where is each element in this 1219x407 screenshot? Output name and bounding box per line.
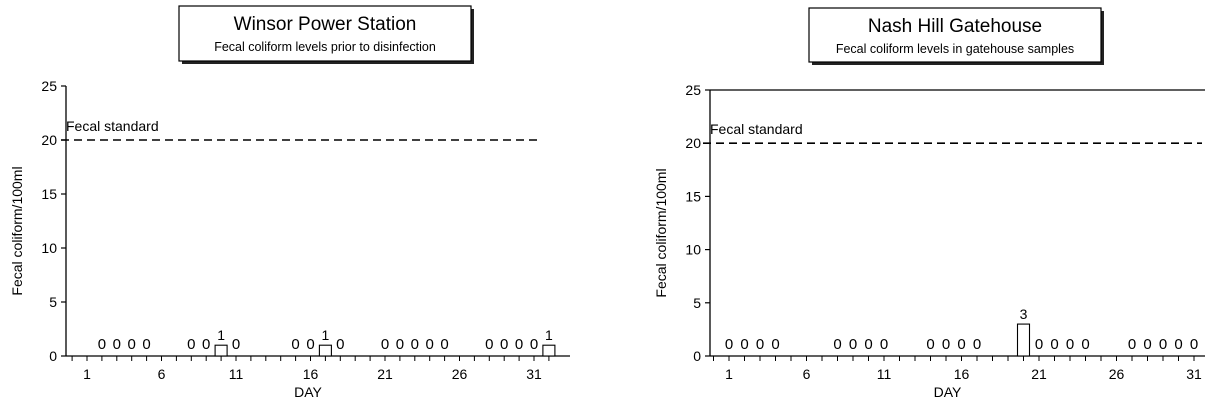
data-label: 0 xyxy=(756,336,764,353)
x-tick-label: 16 xyxy=(303,366,319,382)
data-label: 0 xyxy=(530,336,538,353)
x-tick-label: 6 xyxy=(158,366,166,382)
data-label: 0 xyxy=(740,336,748,353)
y-tick-label: 25 xyxy=(685,82,701,98)
data-label: 0 xyxy=(926,336,934,353)
data-label: 0 xyxy=(187,336,195,353)
bar xyxy=(1016,323,1031,357)
data-label: 0 xyxy=(725,336,733,353)
data-label: 0 xyxy=(942,336,950,353)
y-tick-label: 5 xyxy=(49,294,57,310)
data-label: 0 xyxy=(291,336,299,353)
y-tick-label: 0 xyxy=(49,348,57,364)
chart-subtitle: Fecal coliform levels in gatehouse sampl… xyxy=(836,42,1074,56)
data-label: 0 xyxy=(411,336,419,353)
data-label: 0 xyxy=(1066,336,1074,353)
data-label: 0 xyxy=(1174,336,1182,353)
data-label: 0 xyxy=(957,336,965,353)
x-tick-label: 16 xyxy=(954,366,970,382)
data-label: 0 xyxy=(232,336,240,353)
data-label: 0 xyxy=(485,336,493,353)
data-label: 0 xyxy=(113,336,121,353)
bar xyxy=(318,344,332,357)
chart-title: Nash Hill Gatehouse xyxy=(868,16,1042,37)
data-label: 0 xyxy=(849,336,857,353)
data-label: 0 xyxy=(1081,336,1089,353)
fecal-standard-label: Fecal standard xyxy=(66,118,159,134)
x-tick-label: 26 xyxy=(1109,366,1125,382)
data-label: 0 xyxy=(771,336,779,353)
data-label: 0 xyxy=(973,336,981,353)
data-label: 0 xyxy=(142,336,150,353)
y-tick-label: 10 xyxy=(685,242,701,258)
x-tick-label: 21 xyxy=(1031,366,1047,382)
data-label: 0 xyxy=(440,336,448,353)
data-label: 0 xyxy=(864,336,872,353)
data-label: 0 xyxy=(336,336,344,353)
title-box xyxy=(178,5,472,62)
chart-title: Winsor Power Station xyxy=(234,14,417,35)
data-label: 0 xyxy=(202,336,210,353)
x-tick-label: 31 xyxy=(526,366,542,382)
y-axis-title: Fecal coliform/100ml xyxy=(9,166,25,295)
chart-subtitle: Fecal coliform levels prior to disinfect… xyxy=(214,40,436,54)
chart-panel-1: Winsor Power Station Fecal coliform level… xyxy=(9,5,570,400)
fecal-standard-label: Fecal standard xyxy=(710,121,803,137)
data-label: 0 xyxy=(1190,336,1198,353)
y-tick-label: 20 xyxy=(685,135,701,151)
y-tick-label: 15 xyxy=(41,186,57,202)
bar xyxy=(542,344,556,357)
x-tick-label: 11 xyxy=(229,366,244,382)
y-tick-label: 20 xyxy=(41,132,57,148)
x-tick-label: 1 xyxy=(83,366,91,382)
data-label: 0 xyxy=(1128,336,1136,353)
x-tick-label: 6 xyxy=(803,366,811,382)
data-label: 1 xyxy=(545,327,553,343)
data-label: 0 xyxy=(426,336,434,353)
data-label: 0 xyxy=(306,336,314,353)
x-tick-label: 11 xyxy=(877,366,892,382)
y-tick-label: 10 xyxy=(41,240,57,256)
data-label: 0 xyxy=(833,336,841,353)
x-tick-label: 21 xyxy=(377,366,393,382)
data-label: 0 xyxy=(1159,336,1167,353)
data-label: 0 xyxy=(1050,336,1058,353)
y-tick-label: 15 xyxy=(685,188,701,204)
data-label: 0 xyxy=(98,336,106,353)
data-label: 1 xyxy=(322,327,330,343)
data-label: 1 xyxy=(217,327,225,343)
y-tick-label: 0 xyxy=(693,348,701,364)
chart-panel-2: Nash Hill Gatehouse Fecal coliform levels… xyxy=(653,7,1205,400)
y-axis-title: Fecal coliform/100ml xyxy=(653,168,669,297)
x-axis-title: DAY xyxy=(934,384,962,400)
data-label: 0 xyxy=(396,336,404,353)
x-axis-title: DAY xyxy=(294,384,322,400)
x-tick-label: 26 xyxy=(452,366,468,382)
data-label: 0 xyxy=(1143,336,1151,353)
title-box xyxy=(808,7,1102,63)
data-label: 0 xyxy=(128,336,136,353)
data-label: 0 xyxy=(515,336,523,353)
data-label: 0 xyxy=(1035,336,1043,353)
data-label: 0 xyxy=(500,336,508,353)
data-label: 0 xyxy=(880,336,888,353)
data-label: 0 xyxy=(381,336,389,353)
x-tick-label: 31 xyxy=(1186,366,1202,382)
y-tick-label: 5 xyxy=(693,295,701,311)
y-tick-label: 25 xyxy=(41,78,57,94)
x-tick-label: 1 xyxy=(725,366,733,382)
data-label: 3 xyxy=(1020,306,1028,322)
bar xyxy=(214,344,228,357)
